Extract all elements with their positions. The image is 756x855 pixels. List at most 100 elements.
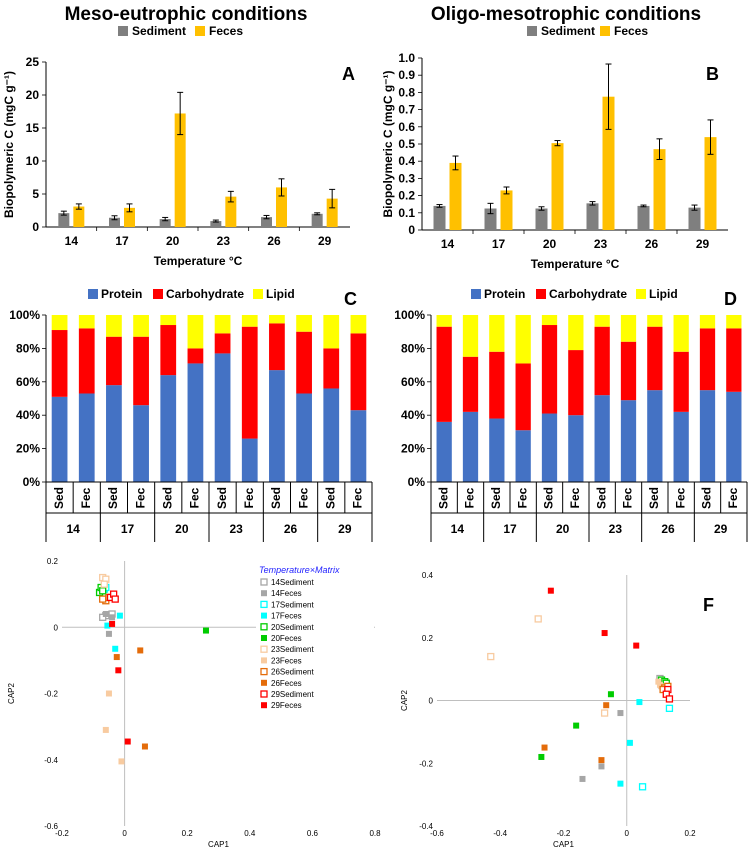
scatter-point	[633, 642, 640, 649]
bar-protein	[462, 411, 479, 482]
y-tick-label: -0.2	[44, 690, 58, 699]
legend-swatch-feces	[600, 26, 610, 36]
bar-protein	[673, 411, 689, 482]
scatter-point	[579, 775, 586, 782]
x-group-label: 14	[451, 522, 465, 536]
x-sublabel: Sed	[594, 487, 608, 509]
legend-e-label: 29Feces	[271, 701, 302, 710]
bar-protein	[187, 363, 204, 482]
x-tick-label: -0.2	[557, 829, 571, 838]
bar-lipid	[726, 315, 742, 329]
bar-sediment-17	[109, 217, 120, 227]
y-axis-title: Biopolymeric C (mgC g⁻¹)	[2, 71, 16, 218]
x-tick-label: 14	[441, 237, 455, 251]
y-tick-label: 60%	[16, 375, 40, 389]
y-tick-label: 80%	[401, 341, 425, 355]
scatter-point	[665, 704, 674, 712]
bar-carbohydrate	[462, 356, 479, 412]
x-axis-title: CAP1	[553, 840, 574, 849]
bar-protein	[241, 438, 258, 482]
scatter-point	[99, 613, 107, 621]
scatter-point	[102, 611, 109, 617]
bar-carbohydrate	[106, 336, 122, 386]
legend-label-lipid: Lipid	[266, 287, 295, 301]
legend-swatch-protein	[471, 289, 481, 299]
x-tick-label: 20	[166, 234, 180, 248]
bar-protein	[541, 413, 558, 482]
y-tick-label: 15	[26, 121, 40, 135]
y-tick-label: 0%	[408, 475, 426, 489]
y-tick-label: 0	[408, 223, 415, 237]
x-sublabel: Fec	[463, 487, 477, 508]
legend-swatch-sediment	[118, 26, 128, 36]
panel-b-bar-chart: 0 0.1 0.2 0.3 0.4 0.5 0.6 0.7 0.8 0.9 1.0 14 17 20 23 2…	[381, 51, 728, 271]
bar-carbohydrate	[620, 341, 637, 401]
x-sublabel: Sed	[542, 487, 556, 509]
scatter-point	[116, 612, 123, 619]
legend-e-label: 17Feces	[271, 612, 302, 621]
y-tick-label: 1.0	[398, 51, 415, 65]
legend-e: Temperature×Matrix 14Sediment 14Feces 17Se…	[256, 561, 374, 823]
bar-lipid	[541, 315, 558, 326]
bar-lipid	[269, 315, 285, 324]
bar-protein	[647, 390, 663, 482]
legend-e-swatch	[261, 612, 267, 619]
x-tick-label: 23	[594, 237, 608, 251]
y-tick-label: 10	[26, 154, 40, 168]
scatter-point	[109, 620, 116, 627]
x-tick-label: 0.2	[182, 829, 194, 838]
bar-carbohydrate	[647, 326, 663, 391]
y-axis-title: CAP2	[7, 683, 16, 704]
bar-lipid	[106, 315, 122, 337]
bar-protein	[350, 410, 367, 482]
bar-sediment-14	[433, 205, 446, 230]
bar-protein	[436, 421, 452, 482]
x-sublabel: Fec	[351, 487, 365, 508]
y-tick-label: 5	[32, 187, 39, 201]
scatter-point	[202, 627, 209, 634]
x-tick-label: 0.8	[369, 829, 381, 838]
x-sublabel: Sed	[52, 487, 66, 509]
scatter-point	[665, 695, 674, 703]
bar-carbohydrate	[51, 330, 68, 397]
bar-feces-26	[276, 187, 287, 227]
y-tick-label: 40%	[401, 408, 425, 422]
panel-a-bar-chart: 0 5 10 15 20 25 14 17 20 23 26 29 Temperature °C Biop…	[2, 55, 355, 268]
x-sublabel: Sed	[269, 487, 283, 509]
legend-e-label: 14Feces	[271, 589, 302, 598]
scatter-point	[600, 709, 609, 717]
x-sublabel: Sed	[160, 487, 174, 509]
y-tick-label: 0.7	[398, 103, 415, 117]
x-group-label: 20	[175, 522, 189, 536]
x-axis-title: Temperature °C	[154, 254, 243, 268]
y-tick-label: 0.9	[398, 68, 415, 82]
scatter-point	[105, 690, 112, 697]
y-tick-label: -0.2	[419, 759, 433, 768]
bar-lipid	[133, 315, 149, 337]
x-group-label: 23	[229, 522, 243, 536]
bar-feces-23	[602, 96, 615, 230]
bar-protein	[133, 405, 149, 482]
bar-carbohydrate	[436, 326, 452, 422]
x-axis-title: Temperature °C	[531, 257, 620, 271]
x-sublabel: Sed	[215, 487, 229, 509]
bar-carbohydrate	[323, 348, 340, 389]
y-axis-title: CAP2	[400, 690, 409, 711]
legend-e-swatch	[260, 645, 268, 653]
scatter-point	[102, 726, 109, 733]
bar-feces-14	[73, 206, 85, 227]
y-tick-label: 25	[26, 55, 40, 69]
bar-lipid	[160, 315, 177, 326]
legend-swatch-sediment	[527, 26, 537, 36]
y-tick-label: 0.5	[398, 137, 415, 151]
bar-sediment-29	[311, 213, 323, 227]
bar-carbohydrate	[78, 328, 95, 394]
x-tick-label: 0.2	[684, 829, 696, 838]
scatter-point	[638, 783, 647, 791]
x-sublabel: Sed	[323, 487, 337, 509]
bar-carbohydrate	[673, 351, 689, 412]
panel-c-stacked-bar-chart: 0% 20% 40% 60% 80% 100% Sed Fec Sed Fec Sed Fec Sed F…	[9, 289, 373, 542]
legend-e-swatch	[260, 578, 268, 586]
x-tick-label: 29	[318, 234, 332, 248]
legend-d: Protein Carbohydrate Lipid	[471, 287, 678, 301]
